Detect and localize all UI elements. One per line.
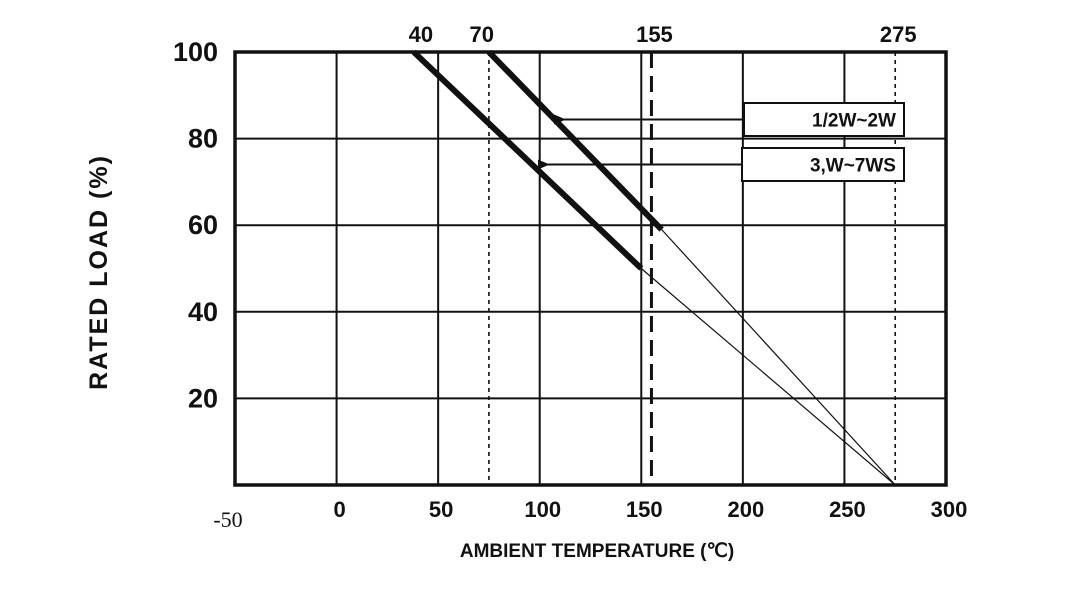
top-marker-label: 70 [470,22,494,47]
y-tick-label: 20 [188,383,218,413]
series-line [486,49,664,232]
legend: 1/2W~2W 3,W~7WS [537,102,905,182]
x-tick-label: 200 [727,497,764,522]
x-tick-label: 250 [829,497,866,522]
series-line [411,49,644,271]
legend-label: 1/2W~2W [812,111,896,132]
derating-curves [411,49,664,271]
y-tick-label: 80 [188,124,218,154]
x-tick-label: 150 [626,497,663,522]
top-marker-label: 275 [880,22,917,47]
legend-box [743,102,905,137]
y-tick-label: 60 [188,210,218,240]
extension-lines [640,229,896,486]
plot-frame [233,50,948,487]
y-tick-labels: 20 40 60 80 100 [173,37,218,413]
y-axis-label: RATED LOAD (%) [85,154,113,390]
y-tick-label: 40 [188,297,218,327]
top-marker-label: 155 [636,22,673,47]
series-extension-line [640,268,896,486]
x-axis-label: AMBIENT TEMPERATURE (℃) [460,541,734,562]
x-tick-label: 0 [333,497,345,522]
x-tick-labels: -50 0 50 100 150 200 250 300 [213,497,967,532]
x-tick-label: 100 [524,497,561,522]
series-extension-line [661,229,896,486]
top-marker-label: 40 [409,22,433,47]
top-marker-labels: 40 70 155 275 [409,22,917,47]
legend-box [741,147,905,182]
x-tick-label: 50 [429,497,453,522]
y-tick-label: 100 [173,37,218,67]
x-tick-label: -50 [213,507,242,532]
legend-label: 3,W~7WS [810,156,896,177]
x-tick-label: 300 [931,497,968,522]
